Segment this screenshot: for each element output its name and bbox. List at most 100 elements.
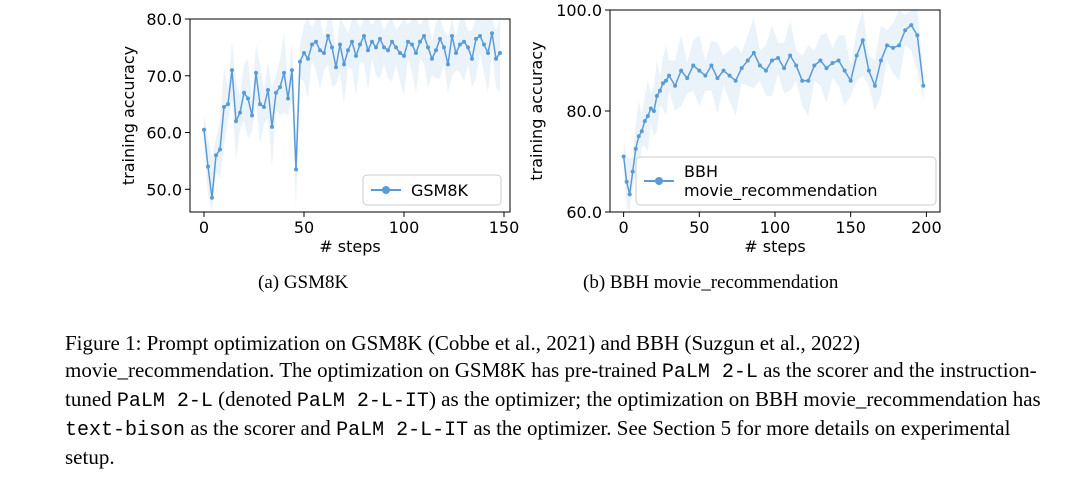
gsm8k-x-tick-label: 50 bbox=[294, 218, 314, 237]
gsm8k-point bbox=[330, 45, 334, 50]
gsm8k-point bbox=[238, 110, 242, 115]
bbh-point bbox=[660, 81, 665, 86]
gsm8k-point bbox=[402, 53, 406, 58]
gsm8k-point bbox=[302, 51, 306, 56]
bbh-point bbox=[812, 63, 817, 68]
gsm8k-point bbox=[442, 45, 446, 50]
bbh-point bbox=[685, 76, 690, 81]
gsm8k-y-tick-label: 80.0 bbox=[146, 10, 182, 29]
bbh-x-tick-label: 0 bbox=[619, 218, 629, 237]
bbh-point bbox=[715, 76, 720, 81]
gsm8k-point bbox=[290, 68, 294, 73]
gsm8k-point bbox=[354, 53, 358, 58]
gsm8k-point bbox=[214, 153, 218, 158]
subcaption-b: (b) BBH movie_recommendation bbox=[583, 272, 839, 293]
gsm8k-point bbox=[418, 39, 422, 44]
gsm8k-point bbox=[390, 39, 394, 44]
gsm8k-point bbox=[494, 56, 498, 61]
gsm8k-point bbox=[310, 42, 314, 47]
caption-text-5: as the scorer and bbox=[185, 416, 337, 440]
gsm8k-y-axis-label: training accuracy bbox=[119, 46, 138, 185]
gsm8k-point bbox=[430, 56, 434, 61]
bbh-point bbox=[697, 68, 702, 73]
gsm8k-point bbox=[498, 51, 502, 56]
bbh-point bbox=[824, 66, 829, 71]
gsm8k-point bbox=[486, 51, 490, 56]
gsm8k-point bbox=[394, 45, 398, 50]
gsm8k-point bbox=[458, 42, 462, 47]
figure-b: 0 50 100 150 200 60.0 80.0 100.0 # steps training… bbox=[520, 0, 960, 270]
gsm8k-point bbox=[490, 31, 494, 36]
gsm8k-variance-band bbox=[204, 19, 500, 212]
bbh-y-axis-label: training accuracy bbox=[527, 41, 546, 180]
gsm8k-point bbox=[374, 45, 378, 50]
gsm8k-point bbox=[274, 90, 278, 95]
gsm8k-point bbox=[226, 102, 230, 107]
gsm8k-point bbox=[262, 104, 266, 109]
bbh-point bbox=[667, 73, 672, 78]
bbh-point bbox=[657, 88, 662, 93]
bbh-point bbox=[673, 83, 678, 88]
gsm8k-x-tick-label: 100 bbox=[389, 218, 420, 237]
gsm8k-chart: 0 50 100 150 50.0 60.0 70.0 80.0 # steps training… bbox=[119, 10, 519, 256]
gsm8k-legend-marker bbox=[382, 186, 390, 194]
gsm8k-point bbox=[326, 34, 330, 39]
gsm8k-point bbox=[210, 195, 214, 200]
bbh-point bbox=[818, 58, 823, 63]
bbh-point bbox=[651, 109, 656, 113]
bbh-x-tick-label: 50 bbox=[689, 218, 709, 237]
gsm8k-point bbox=[446, 62, 450, 67]
bbh-y-tick-label: 60.0 bbox=[566, 203, 602, 222]
gsm8k-point bbox=[474, 36, 478, 41]
caption-code-2: PaLM 2-L bbox=[116, 390, 213, 413]
gsm8k-point bbox=[342, 62, 346, 67]
bbh-point bbox=[830, 61, 835, 66]
bbh-point bbox=[727, 73, 732, 78]
gsm8k-point bbox=[350, 39, 354, 44]
gsm8k-point bbox=[218, 147, 222, 152]
bbh-point bbox=[891, 45, 896, 50]
bbh-point bbox=[806, 78, 811, 83]
gsm8k-point bbox=[334, 65, 338, 70]
gsm8k-point bbox=[234, 119, 238, 124]
bbh-variance-band bbox=[623, 10, 924, 212]
gsm8k-point bbox=[414, 51, 418, 56]
bbh-point bbox=[848, 78, 853, 83]
gsm8k-point bbox=[322, 51, 326, 56]
gsm8k-point bbox=[438, 36, 442, 41]
bbh-point bbox=[878, 58, 883, 63]
gsm8k-y-tick-label: 60.0 bbox=[146, 124, 182, 143]
gsm8k-point bbox=[434, 48, 438, 53]
figure-caption: Figure 1: Prompt optimization on GSM8K (… bbox=[65, 330, 1055, 471]
gsm8k-axes-frame bbox=[189, 18, 511, 213]
bbh-point bbox=[763, 68, 768, 73]
bbh-x-tick-label: 150 bbox=[835, 218, 866, 237]
gsm8k-point bbox=[478, 34, 482, 39]
gsm8k-point bbox=[318, 48, 322, 53]
caption-code-1: PaLM 2-L bbox=[661, 361, 758, 384]
gsm8k-point bbox=[366, 48, 370, 53]
gsm8k-point bbox=[370, 39, 374, 44]
bbh-point bbox=[836, 58, 841, 63]
bbh-y-tick-label: 80.0 bbox=[566, 102, 602, 121]
caption-text-3: (denoted bbox=[212, 387, 297, 411]
bbh-point bbox=[757, 63, 762, 68]
bbh-x-tick-label: 200 bbox=[911, 218, 942, 237]
bbh-point bbox=[642, 119, 647, 124]
gsm8k-point bbox=[358, 42, 362, 47]
gsm8k-point bbox=[346, 48, 350, 53]
bbh-x-axis-label: # steps bbox=[744, 237, 805, 256]
bbh-point bbox=[788, 53, 793, 58]
bbh-legend-marker bbox=[655, 177, 663, 185]
bbh-point bbox=[866, 68, 871, 73]
caption-text-1: Figure 1: Prompt optimization on GSM8K (… bbox=[65, 331, 861, 382]
gsm8k-y-tick-label: 70.0 bbox=[146, 67, 182, 86]
gsm8k-point bbox=[242, 90, 246, 95]
gsm8k-point bbox=[422, 34, 426, 39]
bbh-point bbox=[915, 33, 920, 38]
gsm8k-point bbox=[246, 96, 250, 101]
gsm8k-y-tick-label: 50.0 bbox=[146, 180, 182, 199]
bbh-point bbox=[842, 68, 847, 73]
gsm8k-point bbox=[306, 56, 310, 61]
bbh-point bbox=[854, 53, 859, 58]
